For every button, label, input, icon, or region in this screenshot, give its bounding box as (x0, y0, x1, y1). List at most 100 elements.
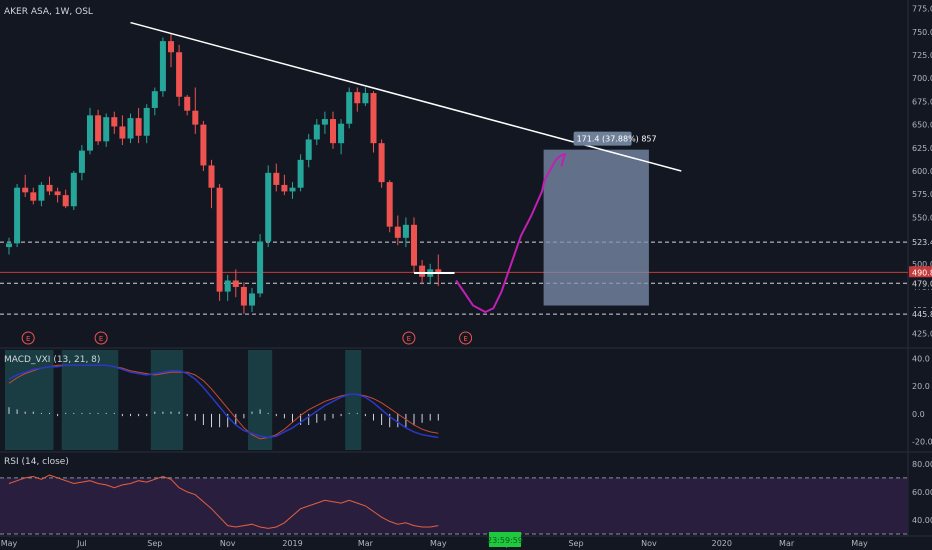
candle-body (273, 172, 280, 185)
candle-body (411, 224, 417, 266)
macd-tick-label: 20.0 (912, 382, 930, 391)
candle-body (281, 184, 288, 192)
candle-body (394, 226, 401, 238)
candle-body (289, 187, 296, 192)
rsi-axis: 80.00 60.00 40.00 (912, 460, 932, 525)
earnings-marker-label: E (463, 335, 467, 343)
price-tick-label: 575.0 (912, 190, 932, 199)
time-tick-label: May (1, 539, 18, 548)
earnings-marker[interactable] (459, 331, 473, 345)
rsi-band (0, 477, 908, 534)
earnings-marker[interactable] (94, 331, 108, 345)
candle-body (216, 187, 223, 292)
earnings-marker-label: E (26, 335, 30, 343)
time-tick-label: May (430, 539, 447, 548)
macd-line (8, 364, 439, 439)
price-tick-label: 750.0 (912, 28, 932, 37)
candle-body (87, 115, 93, 151)
price-level-labels: 523.4 490.8 479.0 445.8 (909, 236, 932, 321)
price-tick-label: 725.0 (912, 51, 932, 60)
candle-body (313, 124, 320, 140)
earnings-marker-label: E (407, 335, 411, 343)
time-badge-bg (489, 532, 521, 547)
candle-body (14, 187, 21, 244)
candle-body (297, 159, 304, 188)
candle-body (119, 126, 126, 139)
candle-body (111, 117, 118, 127)
time-tick-label: Mar (779, 539, 795, 548)
target-label: 171.4 (37.88%) 857 (573, 131, 657, 146)
time-tick-label: Nov (220, 539, 236, 548)
macd-histogram (8, 407, 439, 428)
candle-body (151, 91, 158, 108)
price-tick-label: 650.0 (912, 121, 932, 130)
earnings-marker[interactable] (21, 331, 35, 345)
candle-body (38, 184, 45, 201)
macd-tick-label: -20.0 (912, 438, 932, 447)
candle-body (30, 192, 37, 201)
candle-body (95, 115, 102, 142)
candle-body (240, 286, 247, 306)
candle-body (6, 243, 12, 248)
price-tick-label: 425.0 (912, 329, 932, 338)
price-level-label: 445.8 (912, 310, 932, 319)
candle-body (184, 96, 191, 111)
candle-body (176, 52, 183, 97)
time-badge-text: 23:59:59 (487, 536, 523, 545)
candle-body (78, 150, 85, 173)
time-tick-label: Sep (568, 539, 583, 548)
target-box[interactable] (543, 149, 649, 306)
price-level-label-bg (909, 236, 932, 249)
target-label-bg (573, 131, 632, 146)
candle-body (338, 123, 345, 144)
candle-body (362, 93, 369, 104)
price-tick-label: 700.0 (912, 74, 932, 83)
candle-body (232, 280, 239, 287)
earnings-marker[interactable] (402, 331, 416, 345)
time-tick-label: 2020 (712, 539, 732, 548)
candle-body (402, 224, 409, 238)
price-level-label-bg (909, 277, 932, 290)
price-tick-label: 775.0 (912, 5, 932, 14)
price-tick-label: 500.0 (912, 260, 932, 269)
macd-tick-label: 0.0 (912, 410, 925, 419)
macd-title: MACD_VXI (13, 21, 8) (4, 355, 100, 365)
candlestick-series (6, 33, 442, 314)
price-tick-label: 600.0 (912, 167, 932, 176)
price-level-label: 523.4 (912, 238, 932, 247)
current-price-label: 490.8 (912, 268, 932, 277)
trendline[interactable] (130, 21, 682, 172)
candle-body (127, 118, 134, 139)
candle-body (62, 195, 69, 207)
candle-body (103, 117, 110, 142)
macd-shade-band (150, 350, 184, 450)
candle-body (330, 119, 336, 144)
candle-body (305, 139, 312, 160)
candle-body (54, 191, 61, 196)
time-tick-label: 2019 (282, 539, 302, 548)
candle-body (46, 184, 53, 192)
macd-shade-band (5, 350, 54, 450)
earnings-marker-label: E (99, 335, 103, 343)
time-tick-label: Nov (641, 539, 657, 548)
rsi-band-lines (0, 477, 908, 535)
macd-shade-band (345, 350, 362, 450)
candle-body (265, 172, 272, 242)
time-tick-label: May (851, 539, 868, 548)
candle-body (435, 269, 442, 274)
rsi-tick-label: 60.00 (912, 488, 932, 497)
macd-axis: 40.0 20.0 0.0 -20.0 (912, 354, 932, 446)
candle-body (143, 107, 150, 136)
projection-path[interactable] (455, 152, 567, 314)
rsi-tick-label: 80.00 (912, 460, 932, 469)
candle-body (378, 143, 385, 183)
candle-body (22, 187, 29, 193)
candle-body (321, 119, 328, 125)
candle-body (159, 41, 166, 92)
price-level-label: 479.0 (912, 279, 932, 288)
price-tick-label: 550.0 (912, 213, 932, 222)
symbol-title: AKER ASA, 1W, OSL (4, 7, 93, 17)
candle-body (135, 118, 142, 136)
time-axis[interactable]: MayJulSepNov2019MarMayJulSepNov2020MarMa… (1, 539, 868, 548)
